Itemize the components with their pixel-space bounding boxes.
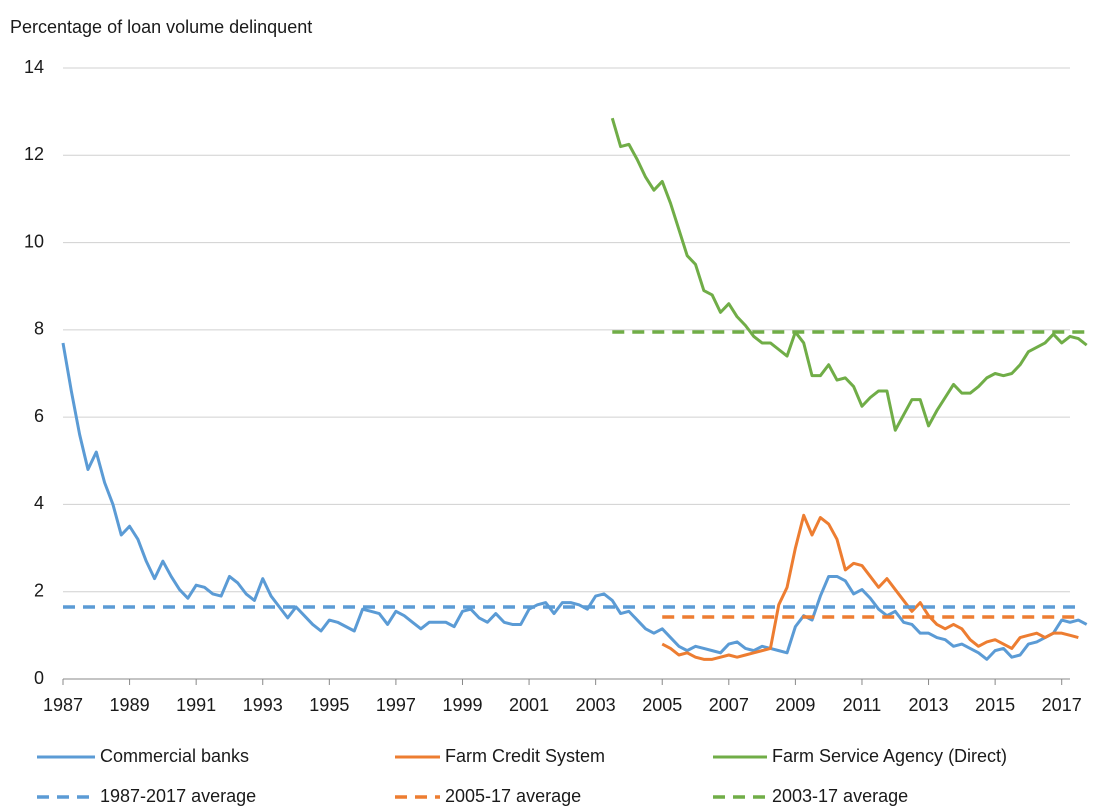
- x-tick-label: 2007: [709, 695, 749, 715]
- y-tick-label: 14: [24, 57, 44, 77]
- x-tick-label: 1991: [176, 695, 216, 715]
- legend-label: 1987-2017 average: [100, 786, 256, 806]
- x-tick-label: 2013: [909, 695, 949, 715]
- series-line: [61, 342, 1088, 661]
- legend-label: 2003-17 average: [772, 786, 908, 806]
- x-tick-label: 1987: [43, 695, 83, 715]
- series-line: [661, 513, 1079, 661]
- y-tick-label: 4: [34, 493, 44, 513]
- y-tick-label: 6: [34, 406, 44, 426]
- x-tick-label: 2001: [509, 695, 549, 715]
- legend-label: 2005-17 average: [445, 786, 581, 806]
- y-tick-label: 2: [34, 580, 44, 600]
- y-tick-label: 0: [34, 668, 44, 688]
- x-tick-label: 1999: [442, 695, 482, 715]
- y-tick-label: 8: [34, 319, 44, 339]
- x-tick-label: 2015: [975, 695, 1015, 715]
- series-line: [610, 117, 1088, 432]
- x-tick-label: 1993: [243, 695, 283, 715]
- x-tick-label: 2005: [642, 695, 682, 715]
- x-tick-label: 2003: [576, 695, 616, 715]
- x-tick-label: 2017: [1042, 695, 1082, 715]
- y-tick-label: 12: [24, 144, 44, 164]
- x-tick-label: 1995: [309, 695, 349, 715]
- y-axis-label: Percentage of loan volume delinquent: [10, 17, 312, 37]
- legend-label: Farm Credit System: [445, 746, 605, 766]
- legend-label: Commercial banks: [100, 746, 249, 766]
- x-tick-label: 1989: [110, 695, 150, 715]
- x-tick-label: 2009: [775, 695, 815, 715]
- x-tick-label: 1997: [376, 695, 416, 715]
- legend-label: Farm Service Agency (Direct): [772, 746, 1007, 766]
- y-tick-label: 10: [24, 231, 44, 251]
- x-tick-label: 2011: [843, 695, 882, 715]
